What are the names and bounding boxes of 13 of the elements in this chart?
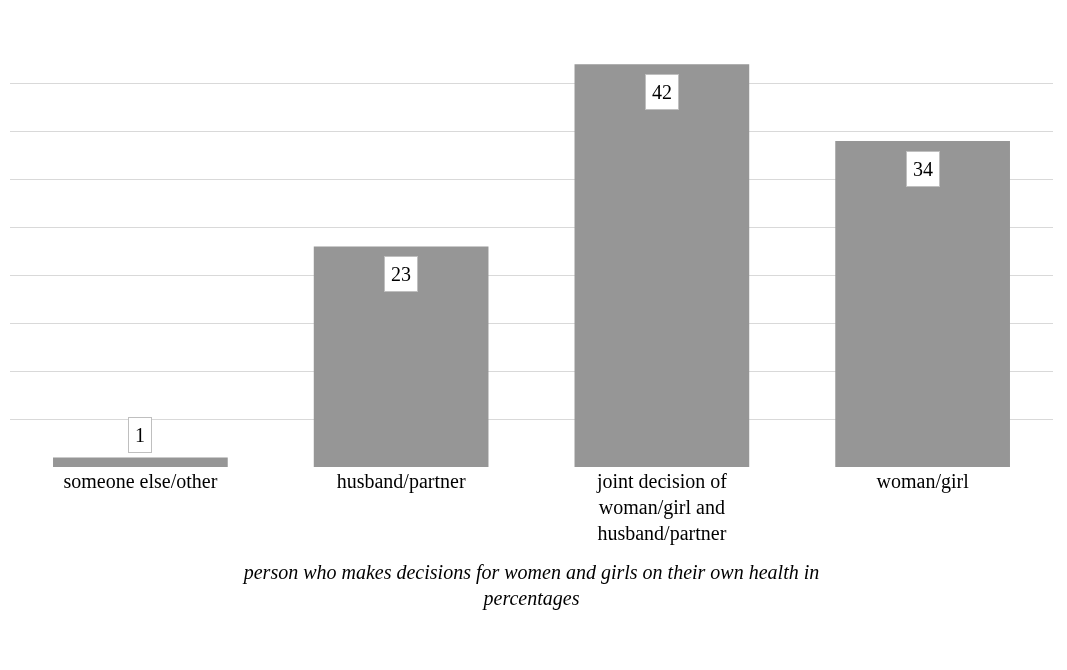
x-axis-title: person who makes decisions for women and girls on their own health in percentages xyxy=(241,560,820,610)
data-label: 1 xyxy=(135,424,145,446)
data-label: 23 xyxy=(391,263,411,285)
bar xyxy=(53,457,228,467)
data-label: 34 xyxy=(913,158,933,180)
x-tick-label: someone else/other xyxy=(63,470,218,492)
bar xyxy=(313,246,489,467)
bar xyxy=(835,140,1010,467)
bar xyxy=(574,64,750,467)
x-tick-label: husband/partner xyxy=(336,470,466,493)
data-label: 42 xyxy=(652,81,672,103)
x-tick-label: joint decision of woman/girl and husband/partner xyxy=(595,470,728,545)
x-tick-label: woman/girl xyxy=(876,470,970,493)
